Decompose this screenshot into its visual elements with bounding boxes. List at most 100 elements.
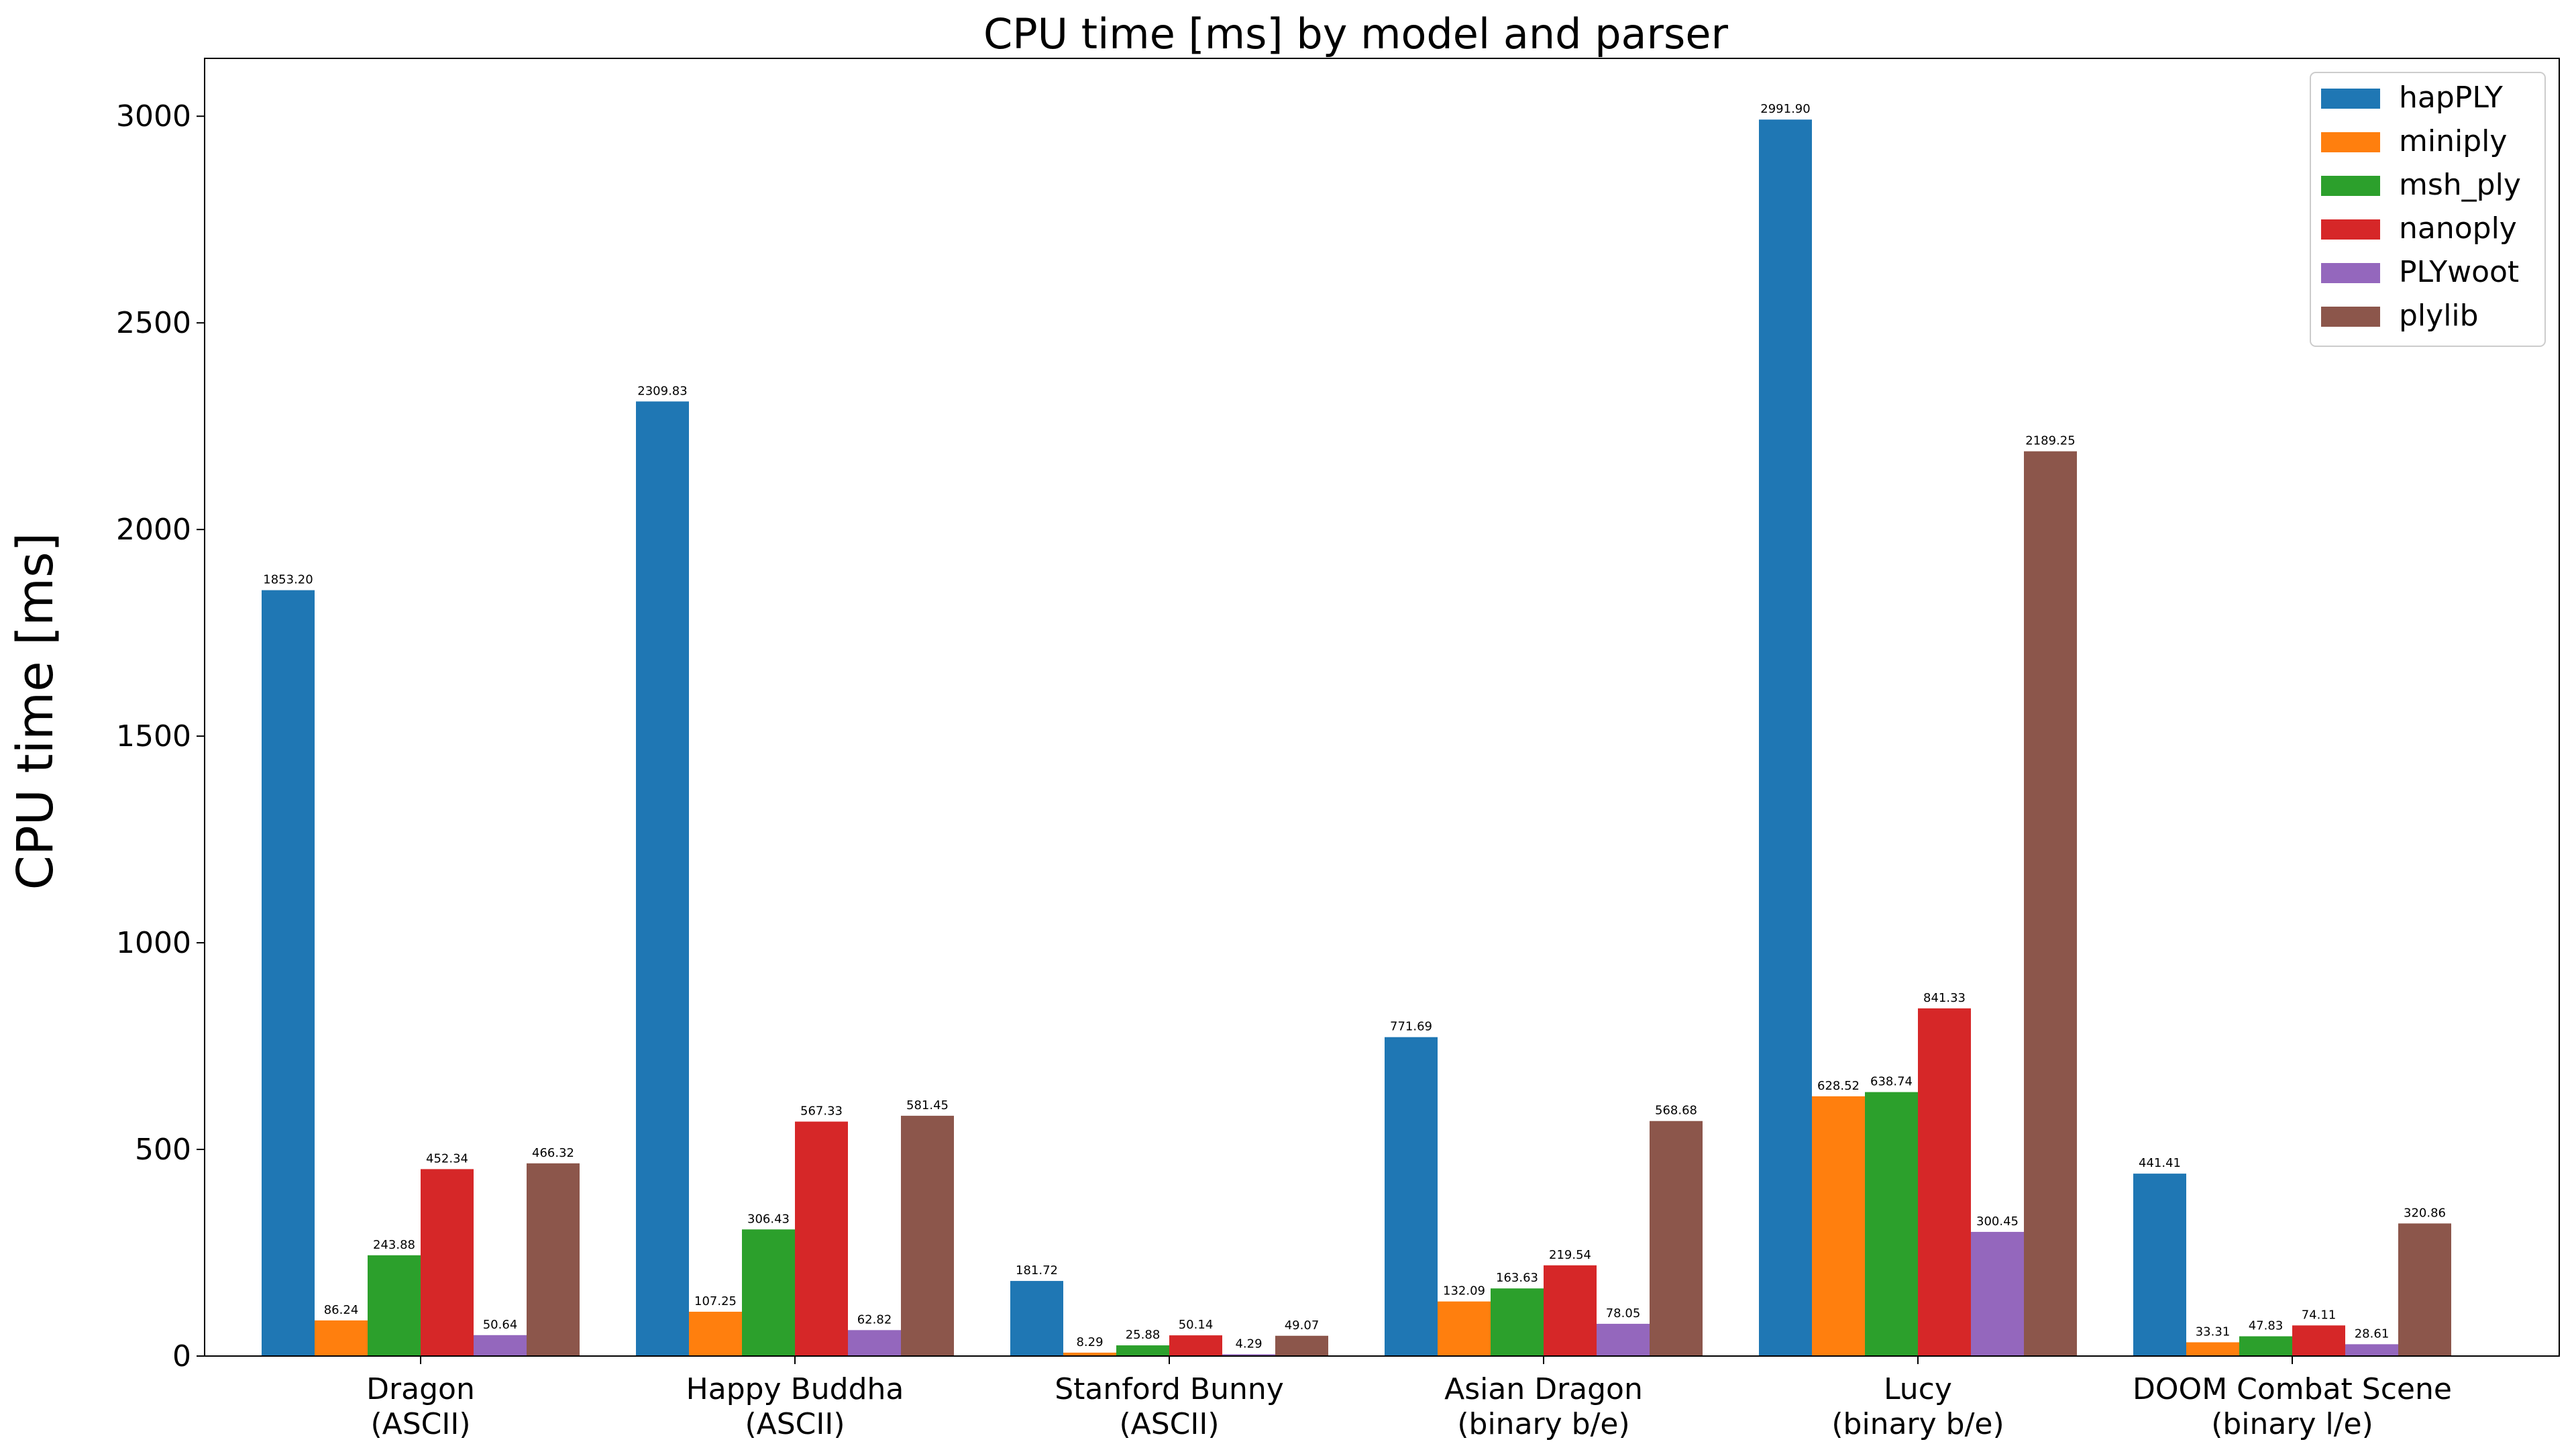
bar-value-label: 132.09 xyxy=(1443,1284,1485,1298)
legend-swatch xyxy=(2321,219,2380,240)
legend-label: hapPLY xyxy=(2399,81,2503,115)
bar-plywoot xyxy=(1222,1354,1275,1356)
bar-value-label: 50.14 xyxy=(1179,1318,1214,1332)
bar-plylib xyxy=(901,1115,954,1356)
bar-msh-ply xyxy=(1491,1288,1544,1356)
bar-value-label: 1853.20 xyxy=(263,573,313,587)
x-tick-label: (ASCII) xyxy=(370,1407,470,1441)
bar-nanoply xyxy=(2292,1325,2345,1356)
bar-value-label: 628.52 xyxy=(1817,1079,1860,1093)
bar-value-label: 2189.25 xyxy=(2025,434,2075,448)
bar-nanoply xyxy=(421,1169,474,1356)
bar-plywoot xyxy=(2345,1344,2398,1356)
bar-value-label: 181.72 xyxy=(1016,1263,1058,1278)
bar-value-label: 25.88 xyxy=(1126,1328,1161,1342)
bar-miniply xyxy=(1812,1096,1865,1356)
bar-nanoply xyxy=(1918,1008,1971,1356)
bar-miniply xyxy=(2186,1342,2239,1356)
bar-value-label: 33.31 xyxy=(2196,1325,2231,1339)
bar-value-label: 243.88 xyxy=(373,1238,415,1252)
bar-plylib xyxy=(1275,1335,1328,1356)
bar-happly xyxy=(1385,1037,1438,1356)
bar-miniply xyxy=(689,1311,742,1356)
bar-happly xyxy=(1010,1281,1063,1356)
bar-value-label: 581.45 xyxy=(906,1098,949,1112)
bar-value-label: 78.05 xyxy=(1606,1306,1641,1320)
x-tick-label: Lucy xyxy=(1884,1372,1952,1406)
bar-value-label: 452.34 xyxy=(426,1151,468,1165)
bar-msh-ply xyxy=(1116,1345,1169,1356)
x-tick-label: Dragon xyxy=(366,1372,475,1406)
y-tick-label: 500 xyxy=(135,1133,191,1167)
bar-value-label: 466.32 xyxy=(532,1146,574,1160)
bar-value-label: 568.68 xyxy=(1655,1104,1697,1118)
x-tick-label: Happy Buddha xyxy=(686,1372,904,1406)
chart-title: CPU time [ms] by model and parser xyxy=(983,9,1728,58)
bar-value-label: 47.83 xyxy=(2249,1319,2284,1333)
bar-nanoply xyxy=(1169,1335,1222,1356)
bar-value-label: 62.82 xyxy=(857,1312,892,1327)
bar-value-label: 320.86 xyxy=(2404,1206,2446,1220)
bar-value-label: 74.11 xyxy=(2302,1308,2337,1322)
y-tick-label: 2500 xyxy=(116,306,191,340)
y-tick-label: 1000 xyxy=(116,926,191,960)
bar-value-label: 4.29 xyxy=(1235,1337,1262,1351)
legend-label: nanoply xyxy=(2399,211,2517,246)
bar-value-label: 163.63 xyxy=(1496,1271,1538,1285)
legend-swatch xyxy=(2321,89,2380,109)
bar-value-label: 638.74 xyxy=(1870,1075,1913,1089)
bar-happly xyxy=(2133,1174,2186,1356)
legend-label: PLYwoot xyxy=(2399,255,2519,289)
bar-msh-ply xyxy=(1865,1092,1918,1356)
bar-happly xyxy=(636,401,689,1356)
bar-plylib xyxy=(2398,1223,2451,1356)
x-tick-label: Stanford Bunny xyxy=(1055,1372,1284,1406)
y-tick-label: 0 xyxy=(172,1339,191,1373)
x-tick-label: (ASCII) xyxy=(745,1407,845,1441)
bar-value-label: 300.45 xyxy=(1976,1214,2019,1229)
x-tick-label: (ASCII) xyxy=(1119,1407,1219,1441)
legend-label: plylib xyxy=(2399,299,2479,333)
bar-value-label: 8.29 xyxy=(1076,1335,1103,1349)
legend-swatch xyxy=(2321,307,2380,327)
bar-plywoot xyxy=(1597,1323,1650,1356)
x-tick-label: Asian Dragon xyxy=(1444,1372,1643,1406)
bar-plylib xyxy=(1650,1121,1703,1356)
x-tick-label: (binary b/e) xyxy=(1831,1407,2004,1441)
bar-value-label: 107.25 xyxy=(694,1294,737,1308)
bar-value-label: 567.33 xyxy=(800,1104,843,1119)
bar-value-label: 2991.90 xyxy=(1760,102,1810,116)
bar-value-label: 50.64 xyxy=(483,1318,518,1332)
legend-label: msh_ply xyxy=(2399,168,2521,202)
plot-frame xyxy=(204,58,2560,1357)
bar-miniply xyxy=(315,1320,368,1356)
legend-swatch xyxy=(2321,176,2380,196)
bar-value-label: 28.61 xyxy=(2355,1327,2390,1341)
bar-happly xyxy=(262,590,315,1356)
bar-nanoply xyxy=(1544,1265,1597,1356)
y-tick-label: 1500 xyxy=(116,719,191,754)
x-tick-label: DOOM Combat Scene xyxy=(2133,1372,2452,1406)
legend-swatch xyxy=(2321,132,2380,152)
legend-label: miniply xyxy=(2399,124,2507,158)
bar-value-label: 86.24 xyxy=(324,1303,359,1317)
bar-value-label: 306.43 xyxy=(747,1212,790,1226)
bar-happly xyxy=(1759,119,1812,1357)
bar-value-label: 49.07 xyxy=(1285,1318,1320,1333)
bar-value-label: 219.54 xyxy=(1549,1248,1591,1262)
bar-msh-ply xyxy=(2239,1336,2292,1356)
bar-msh-ply xyxy=(368,1255,421,1356)
bar-value-label: 2309.83 xyxy=(637,384,687,398)
plot-area: 0 500 1000 1500 2000 2500 3000 1853.20 2309.83 18… xyxy=(116,58,2560,1441)
bar-msh-ply xyxy=(742,1229,795,1356)
x-tick-label: (binary b/e) xyxy=(1457,1407,1629,1441)
bar-value-label: 441.41 xyxy=(2139,1156,2181,1170)
y-tick-label: 3000 xyxy=(116,99,191,134)
bar-value-label: 841.33 xyxy=(1923,991,1966,1005)
bar-plywoot xyxy=(474,1335,527,1356)
legend-swatch xyxy=(2321,263,2380,283)
bar-plywoot xyxy=(1971,1231,2024,1356)
bar-plylib xyxy=(2024,451,2077,1356)
x-tick-label: (binary l/e) xyxy=(2211,1407,2373,1441)
